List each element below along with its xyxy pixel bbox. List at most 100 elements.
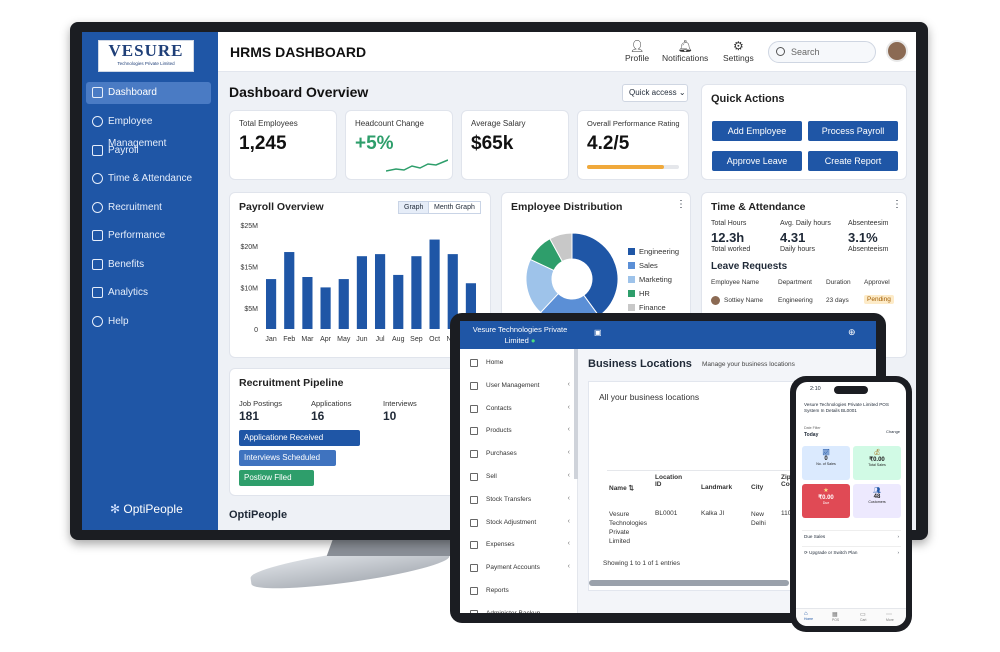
- payroll-bar[interactable]: [356, 256, 368, 329]
- donut-slice[interactable]: [549, 232, 573, 263]
- users-icon: [92, 116, 103, 127]
- nav-item-label: Stock Transfers: [486, 495, 532, 503]
- tab-pos[interactable]: ▦ POS: [832, 611, 839, 622]
- stage-applications-received[interactable]: Applicatione Received: [239, 430, 360, 446]
- sidebar-item-employee-management[interactable]: Employee Management: [86, 111, 211, 149]
- payroll-bar[interactable]: [320, 287, 331, 329]
- donut-slice[interactable]: [571, 232, 619, 317]
- stage-position-filled[interactable]: Postiow Flled: [239, 470, 314, 486]
- due-sales-link[interactable]: Due Sales ›: [802, 530, 901, 542]
- payroll-bar[interactable]: [284, 252, 295, 329]
- tab-more[interactable]: ⋯ More: [886, 611, 894, 622]
- tile-total-sales[interactable]: 💰︎ ₹0.00 Total Sales: [853, 446, 901, 480]
- sidebar-item-recruitment[interactable]: Recruitment: [86, 197, 211, 219]
- tablet-nav-item[interactable]: Sell ‹: [470, 472, 570, 481]
- kpi-average-salary: Average Salary $65k: [461, 110, 569, 180]
- sidebar-item-dashboard[interactable]: Dashboard: [86, 82, 211, 104]
- tablet-nav-item[interactable]: Administer Backup: [470, 609, 570, 613]
- sidebar-item-benefits[interactable]: Benefits: [86, 254, 211, 276]
- col-header-city[interactable]: City: [751, 484, 764, 491]
- sidebar-item-help[interactable]: Help: [86, 311, 211, 333]
- y-tick-label: $20M: [240, 244, 258, 251]
- horizontal-scrollbar[interactable]: [589, 580, 789, 586]
- metric-bottom-label: Absenteeism: [848, 246, 889, 253]
- notifications-button[interactable]: 🔔︎ Notifications: [662, 40, 708, 64]
- quick-access-dropdown[interactable]: Quick access ⌄: [622, 84, 688, 102]
- profile-button[interactable]: 👤︎ Profile: [625, 39, 649, 64]
- calculator-icon[interactable]: ▣: [594, 328, 602, 337]
- kebab-menu-icon[interactable]: ⋮: [892, 199, 902, 210]
- settings-label: Settings: [723, 53, 754, 63]
- vesure-logo[interactable]: VESURE Technologies Private Limited: [98, 40, 194, 72]
- legend-swatch: [628, 276, 635, 283]
- sidebar-item-payroll[interactable]: Payroll: [86, 140, 211, 162]
- tab-month-graph[interactable]: Menth Graph: [428, 201, 481, 214]
- tablet-nav-item[interactable]: Home: [470, 359, 570, 367]
- chevron-left-icon: ‹: [567, 517, 570, 525]
- tablet-nav-item[interactable]: Stock Transfers ‹: [470, 495, 570, 504]
- star-icon: ★: [823, 488, 829, 494]
- tablet-nav-item[interactable]: Products ‹: [470, 426, 570, 436]
- metric-bottom-label: Daily hours: [780, 246, 816, 253]
- add-circle-icon[interactable]: ⊕: [848, 327, 856, 337]
- legend-item: HR: [628, 289, 650, 298]
- tablet-nav-item[interactable]: Purchases ‹: [470, 449, 570, 459]
- payroll-bar[interactable]: [411, 256, 422, 329]
- payroll-bar[interactable]: [429, 239, 440, 329]
- col-header-label: Name: [609, 485, 627, 492]
- tab-cart[interactable]: ▭ Cart: [860, 611, 866, 622]
- payroll-bar[interactable]: [374, 254, 386, 329]
- col-header-landmark[interactable]: Landmark: [701, 484, 733, 491]
- metric-value: 12.3h: [711, 230, 745, 245]
- payroll-bar[interactable]: [265, 279, 277, 329]
- process-payroll-button[interactable]: Process Payroll: [808, 121, 898, 141]
- page-title: HRMS DASHBOARD: [230, 44, 367, 60]
- optipeople-brand: ✻ OptiPeople: [110, 502, 183, 516]
- tablet-nav-item[interactable]: Expenses ‹: [470, 540, 570, 550]
- rating-progress-fill: [587, 165, 665, 169]
- sidebar-item-performance[interactable]: Performance: [86, 225, 211, 247]
- sidebar-item-time-attendance[interactable]: Time & Attendance: [86, 168, 211, 190]
- profile-icon: 👤︎: [629, 39, 645, 53]
- distribution-legend: Engineering Sales Marketing HR Finance: [628, 247, 692, 347]
- kpi-value: 1,245: [239, 133, 287, 154]
- tablet-nav-item[interactable]: Stock Adjustment ‹: [470, 517, 570, 527]
- col-header-name[interactable]: Name ⇅: [609, 484, 634, 492]
- kebab-menu-icon[interactable]: ⋮: [676, 199, 686, 210]
- legend-item: Engineering: [628, 247, 679, 256]
- stage-interviews-scheduled[interactable]: Interviews Scheduled: [239, 450, 336, 466]
- sidebar-scrollbar[interactable]: [574, 349, 578, 479]
- tile-due[interactable]: ★ ₹0.00 Due: [802, 484, 850, 518]
- tab-home[interactable]: ⌂ Home: [804, 611, 813, 621]
- avatar[interactable]: [886, 40, 908, 62]
- date-filter-value[interactable]: Today: [804, 432, 819, 438]
- payroll-icon: [92, 145, 103, 156]
- payroll-bar[interactable]: [447, 254, 458, 329]
- tab-graph[interactable]: Graph: [398, 201, 430, 214]
- create-report-button[interactable]: Create Report: [808, 151, 898, 171]
- tablet-nav-item[interactable]: Payment Accounts ‹: [470, 563, 570, 573]
- tablet-nav-item[interactable]: Reports: [470, 587, 570, 595]
- tab-label: Home: [804, 617, 814, 621]
- payroll-bar[interactable]: [302, 277, 313, 329]
- tablet-nav-item[interactable]: Contacts ‹: [470, 404, 570, 413]
- tablet-nav-item[interactable]: User Management ‹: [470, 381, 570, 390]
- payroll-bar[interactable]: [393, 274, 404, 329]
- col-header-location-id[interactable]: Location ID: [655, 474, 683, 488]
- sidebar-item-analytics[interactable]: Analytics: [86, 282, 211, 304]
- add-employee-button[interactable]: Add Employee: [712, 121, 802, 141]
- change-date-link[interactable]: Change: [886, 429, 901, 434]
- cart-icon: ▭: [860, 612, 866, 618]
- tile-no-of-sales[interactable]: 📈︎ 0 No. of Sales: [802, 446, 850, 480]
- settings-button[interactable]: ⚙ Settings: [723, 40, 754, 64]
- upgrade-plan-link[interactable]: ⟳ Upgrade or Switch Plan ›: [802, 546, 901, 558]
- payroll-bar[interactable]: [465, 283, 477, 329]
- search-input[interactable]: Search: [768, 41, 876, 63]
- chevron-left-icon: ‹: [567, 540, 570, 548]
- payroll-bar[interactable]: [338, 279, 349, 329]
- tile-customers[interactable]: 👥︎ 48 Customers: [853, 484, 901, 518]
- leave-header-department: Department: [778, 279, 812, 286]
- approve-leave-button[interactable]: Approve Leave: [712, 151, 802, 171]
- metric-label: Applications: [311, 399, 352, 408]
- col-header-zip[interactable]: Zip Code: [781, 474, 795, 488]
